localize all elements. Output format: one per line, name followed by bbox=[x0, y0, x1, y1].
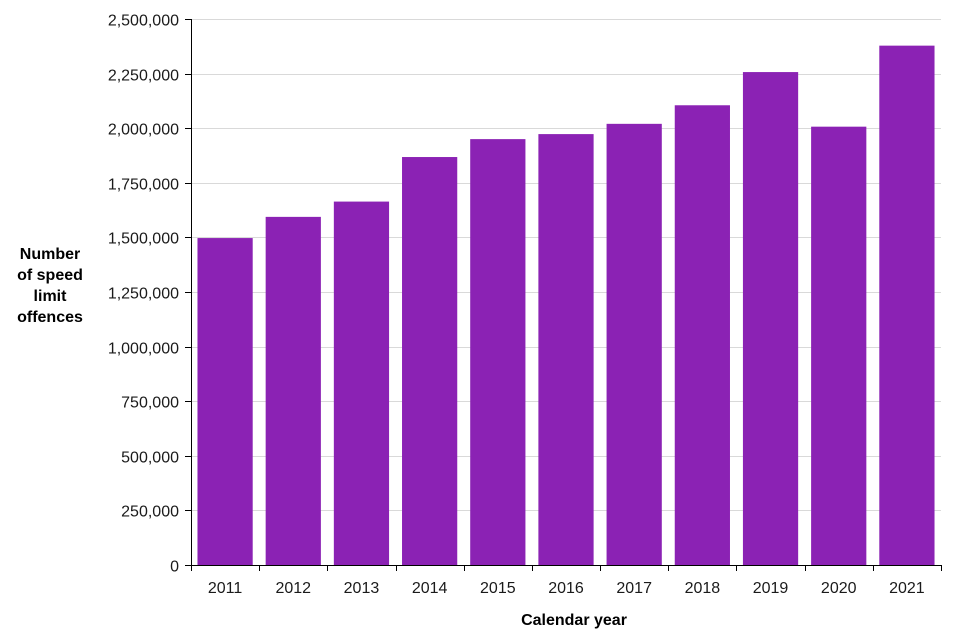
x-tick-label: 2019 bbox=[753, 580, 789, 597]
y-axis-title-line: offences bbox=[17, 309, 83, 326]
y-axis-title-line: Number bbox=[19, 246, 81, 263]
x-tick-label: 2011 bbox=[208, 580, 243, 597]
bar bbox=[606, 123, 662, 565]
y-tick-label: 1,500,000 bbox=[108, 231, 179, 248]
y-tick-label: 0 bbox=[170, 559, 179, 576]
bar bbox=[333, 201, 390, 565]
y-axis-title-line: of speed bbox=[17, 267, 83, 284]
x-tick-label: 2016 bbox=[548, 580, 584, 597]
bar bbox=[402, 157, 458, 565]
bar bbox=[470, 139, 526, 565]
x-tick-label: 2015 bbox=[480, 580, 516, 597]
y-tick-label: 1,250,000 bbox=[108, 286, 179, 303]
bar bbox=[265, 216, 321, 565]
x-axis-title: Calendar year bbox=[521, 612, 627, 629]
x-tick-label: 2017 bbox=[616, 580, 652, 597]
y-tick-label: 1,000,000 bbox=[108, 341, 179, 358]
bar bbox=[674, 105, 730, 565]
bar bbox=[811, 126, 867, 565]
y-axis-title-line: limit bbox=[33, 288, 67, 305]
bar bbox=[197, 238, 253, 565]
x-tick-label: 2013 bbox=[344, 580, 380, 597]
bar bbox=[879, 45, 935, 566]
bar bbox=[742, 72, 799, 565]
y-tick-label: 2,500,000 bbox=[108, 13, 179, 30]
x-tick-label: 2020 bbox=[821, 580, 857, 597]
y-tick-label: 750,000 bbox=[121, 395, 179, 412]
y-axis-title: Number of speed limit offences bbox=[0, 244, 100, 328]
x-tick-label: 2021 bbox=[889, 580, 925, 597]
y-tick-label: 2,000,000 bbox=[108, 122, 179, 139]
y-tick-label: 2,250,000 bbox=[108, 68, 179, 85]
y-tick-label: 500,000 bbox=[121, 450, 179, 467]
bar bbox=[538, 134, 594, 565]
x-tick-label: 2014 bbox=[412, 580, 448, 597]
y-tick-label: 1,750,000 bbox=[108, 177, 179, 194]
x-tick-label: 2018 bbox=[685, 580, 721, 597]
y-tick-label: 250,000 bbox=[121, 504, 179, 521]
x-tick-label: 2012 bbox=[275, 580, 311, 597]
